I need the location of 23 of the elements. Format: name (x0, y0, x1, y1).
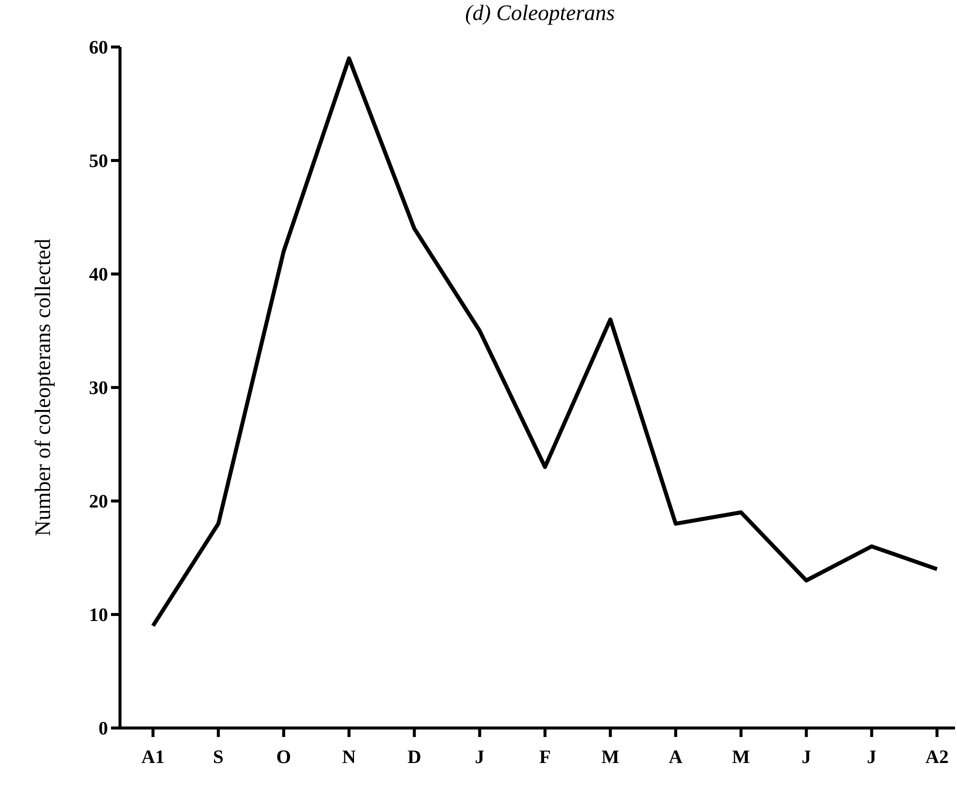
y-tick-label: 30 (89, 378, 108, 400)
x-tick-label: S (213, 747, 224, 768)
x-tick-label: M (732, 747, 750, 768)
x-tick-label: N (342, 747, 356, 768)
x-tick-label: A2 (925, 747, 949, 768)
y-tick-label: 0 (98, 718, 108, 740)
y-axis-title: Number of coleopterans collected (30, 238, 55, 536)
x-tick-label: F (539, 747, 551, 768)
x-tick-label: O (276, 747, 292, 768)
x-tick-label: A (668, 747, 683, 768)
chart-title: (d) Coleopterans (465, 0, 615, 25)
x-tick-label: A1 (141, 747, 165, 768)
line-series (151, 56, 939, 628)
x-tick-label: M (601, 747, 620, 768)
x-tick-label: D (407, 747, 422, 768)
y-tick-label: 50 (89, 151, 108, 172)
y-tick-label: 40 (89, 264, 108, 286)
y-tick-label: 60 (89, 38, 108, 59)
x-tick-label: J (866, 747, 876, 768)
y-tick-label: 10 (89, 605, 108, 626)
x-tick-label: J (474, 747, 484, 768)
x-tick-label: J (802, 747, 812, 768)
y-tick-label: 20 (89, 492, 108, 513)
